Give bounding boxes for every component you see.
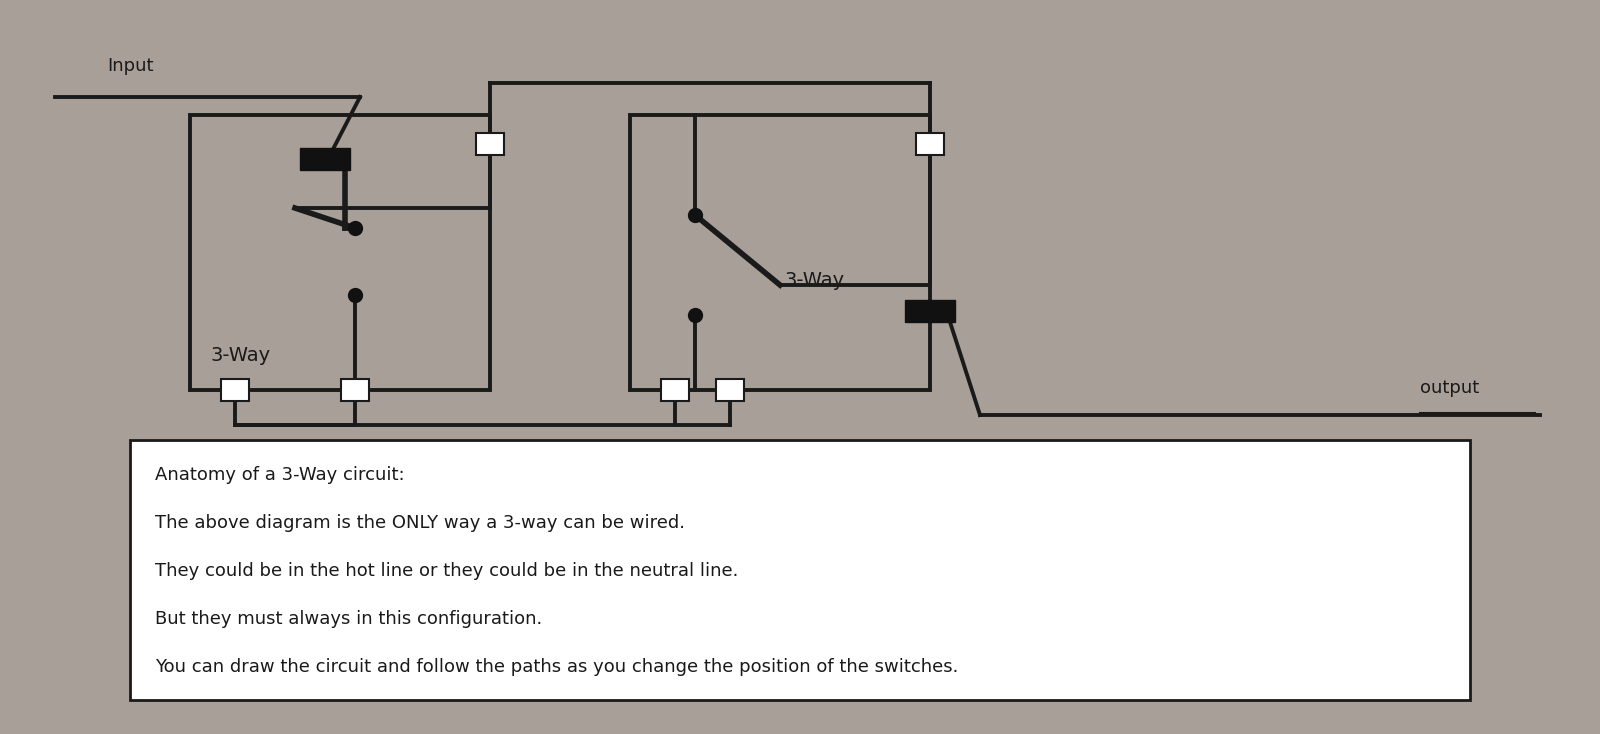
Text: But they must always in this configuration.: But they must always in this configurati…	[155, 610, 542, 628]
Bar	[341, 379, 370, 401]
Text: Anatomy of a 3-Way circuit:: Anatomy of a 3-Way circuit:	[155, 466, 405, 484]
Bar	[661, 379, 690, 401]
Text: They could be in the hot line or they could be in the neutral line.: They could be in the hot line or they co…	[155, 562, 738, 580]
Bar	[301, 148, 350, 170]
Bar	[915, 133, 944, 155]
Bar	[130, 440, 1470, 700]
Bar	[717, 379, 744, 401]
Text: Input: Input	[107, 57, 154, 75]
Bar	[190, 115, 490, 390]
Text: 3-Way: 3-Way	[210, 346, 270, 365]
Text: 3-Way: 3-Way	[786, 271, 845, 290]
Bar	[630, 115, 930, 390]
Bar	[477, 133, 504, 155]
Text: The above diagram is the ONLY way a 3-way can be wired.: The above diagram is the ONLY way a 3-wa…	[155, 514, 685, 532]
Text: You can draw the circuit and follow the paths as you change the position of the : You can draw the circuit and follow the …	[155, 658, 958, 676]
Bar	[906, 300, 955, 322]
Bar	[221, 379, 250, 401]
Text: output: output	[1421, 379, 1480, 397]
